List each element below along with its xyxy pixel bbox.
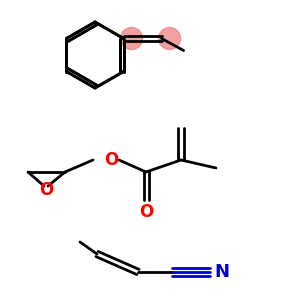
Circle shape <box>121 28 142 50</box>
Text: O: O <box>104 151 118 169</box>
Text: O: O <box>139 203 153 221</box>
Text: N: N <box>214 263 230 281</box>
Text: O: O <box>39 181 53 199</box>
Circle shape <box>159 28 181 50</box>
